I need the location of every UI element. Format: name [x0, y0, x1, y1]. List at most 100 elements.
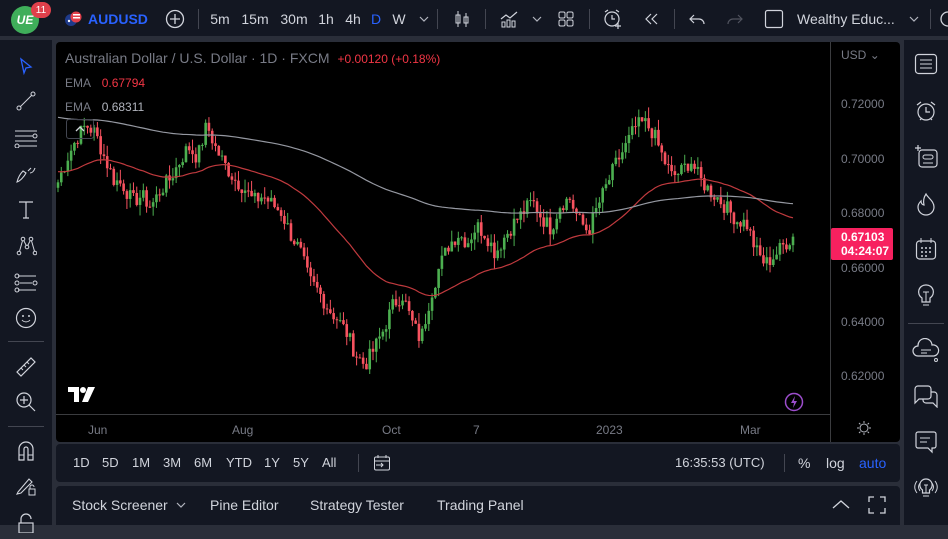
indicators-button[interactable]	[497, 0, 521, 38]
data-window-button[interactable]	[910, 140, 942, 172]
text-icon	[19, 201, 33, 219]
zoom-in-tool[interactable]	[10, 386, 42, 418]
symbol-description: Australian Dollar / U.S. Dollar · 1D · F…	[65, 50, 330, 66]
square-icon	[764, 9, 784, 29]
interval-dropdown[interactable]	[417, 0, 431, 38]
tab-strategy-tester[interactable]: Strategy Tester	[310, 497, 404, 513]
percent-scale-toggle[interactable]: %	[798, 455, 811, 471]
utc-clock[interactable]: 16:35:53 (UTC)	[675, 455, 765, 470]
add-list-icon	[915, 145, 938, 168]
watchlist-button[interactable]	[910, 48, 942, 80]
lock-icon	[18, 513, 34, 533]
tab-stock-screener[interactable]: Stock Screener	[72, 497, 168, 513]
expand-panel-button[interactable]	[832, 499, 850, 509]
layout-dropdown[interactable]	[907, 0, 921, 38]
range-ytd[interactable]: YTD	[226, 455, 252, 470]
range-1m[interactable]: 1M	[132, 455, 151, 470]
layout-grid-button[interactable]	[555, 0, 577, 38]
fib-tool[interactable]	[10, 122, 42, 154]
layout-name[interactable]: Wealthy Educ...	[797, 11, 895, 27]
log-scale-toggle[interactable]: log	[826, 455, 845, 471]
list-icon	[914, 53, 938, 75]
interval-30m[interactable]: 30m	[280, 11, 308, 27]
calendar-button[interactable]	[910, 233, 942, 265]
icon-tool[interactable]	[10, 302, 42, 334]
range-3m[interactable]: 3M	[163, 455, 182, 470]
chart-settings-button[interactable]	[856, 420, 872, 436]
replay-button[interactable]	[640, 0, 662, 38]
chevron-down-icon	[176, 502, 186, 508]
smiley-icon	[15, 307, 37, 329]
grid-icon	[558, 11, 574, 27]
alerts-button[interactable]	[910, 95, 942, 127]
chats-button[interactable]	[910, 334, 942, 366]
public-chats-button[interactable]	[910, 380, 942, 412]
messages-button[interactable]	[910, 426, 942, 458]
interval-4h[interactable]: 4h	[345, 11, 361, 27]
pencil-lock-icon	[15, 478, 36, 496]
range-6m[interactable]: 6M	[194, 455, 213, 470]
currency-label: USD	[841, 48, 867, 62]
candlestick-plot[interactable]	[56, 42, 830, 414]
stock-screener-dropdown[interactable]	[176, 502, 186, 508]
tradingview-logo[interactable]	[68, 385, 100, 403]
cursor-tool[interactable]	[10, 50, 42, 82]
range-5y[interactable]: 5Y	[293, 455, 309, 470]
interval-5m[interactable]: 5m	[210, 11, 230, 27]
current-price: 0.67103	[841, 230, 885, 244]
widget-bar	[904, 40, 948, 525]
hotlists-button[interactable]	[910, 188, 942, 220]
auto-scale-toggle[interactable]: auto	[859, 455, 887, 471]
range-5d[interactable]: 5D	[102, 455, 119, 470]
range-all[interactable]: All	[322, 455, 337, 470]
interval-15m[interactable]: 15m	[241, 11, 269, 27]
tab-trading-panel[interactable]: Trading Panel	[437, 497, 524, 513]
symbol-search[interactable]: AUDUSD	[88, 11, 148, 27]
time-tick: Aug	[232, 423, 254, 437]
text-tool[interactable]	[10, 194, 42, 226]
maximize-panel-button[interactable]	[868, 496, 886, 514]
undo-button[interactable]	[686, 0, 708, 38]
interval-w[interactable]: W	[392, 11, 406, 27]
search-icon	[940, 11, 948, 27]
collapse-legend-button[interactable]	[66, 119, 94, 139]
zoom-in-icon	[16, 392, 36, 412]
lock-all-tool[interactable]	[10, 507, 42, 539]
ema-indicator-legend-2[interactable]: EMA 0.68311	[65, 100, 144, 114]
search-button[interactable]	[938, 0, 948, 38]
range-1d[interactable]: 1D	[73, 455, 90, 470]
magnet-tool[interactable]	[10, 435, 42, 467]
interval-d[interactable]: D	[370, 11, 382, 27]
price-axis[interactable]: USD ⌄ 0.72000 0.70000 0.68000 0.66000 0.…	[830, 42, 900, 442]
goto-date-button[interactable]	[373, 454, 391, 472]
chart-type-button[interactable]	[450, 0, 474, 38]
interval-1h[interactable]: 1h	[318, 11, 334, 27]
tv-logo-icon	[68, 387, 95, 402]
ideas-button[interactable]	[910, 280, 942, 312]
brush-tool[interactable]	[10, 158, 42, 190]
chart-pane[interactable]: Australian Dollar / U.S. Dollar · 1D · F…	[56, 42, 900, 442]
measure-tool[interactable]	[10, 351, 42, 383]
redo-button[interactable]	[724, 0, 746, 38]
current-price-label: 0.67103 04:24:07	[831, 228, 893, 260]
fullscreen-icon	[868, 496, 886, 514]
tab-pine-editor[interactable]: Pine Editor	[210, 497, 279, 513]
top-toolbar: UE 11 AUDUSD 5m 15m 30m 1h 4h D W	[0, 0, 948, 38]
trend-line-tool[interactable]	[10, 85, 42, 117]
price-tick: 0.70000	[841, 152, 885, 166]
layout-toggle[interactable]	[762, 0, 786, 38]
ema-indicator-legend-1[interactable]: EMA 0.67794	[65, 76, 145, 90]
streams-button[interactable]	[910, 472, 942, 504]
pattern-tool[interactable]	[10, 230, 42, 262]
prediction-tool[interactable]	[10, 267, 42, 299]
compare-symbol-button[interactable]	[162, 0, 188, 38]
trend-line-icon	[16, 91, 36, 111]
range-1y[interactable]: 1Y	[264, 455, 280, 470]
alert-button[interactable]	[600, 0, 626, 38]
indicators-dropdown[interactable]	[530, 0, 544, 38]
currency-selector[interactable]: USD ⌄	[841, 48, 880, 62]
lightning-button[interactable]	[784, 392, 804, 412]
lock-drawings-tool[interactable]	[10, 470, 42, 502]
time-axis[interactable]: Jun Aug Oct 7 2023 Mar	[56, 414, 830, 442]
chevron-down-icon	[419, 16, 429, 22]
